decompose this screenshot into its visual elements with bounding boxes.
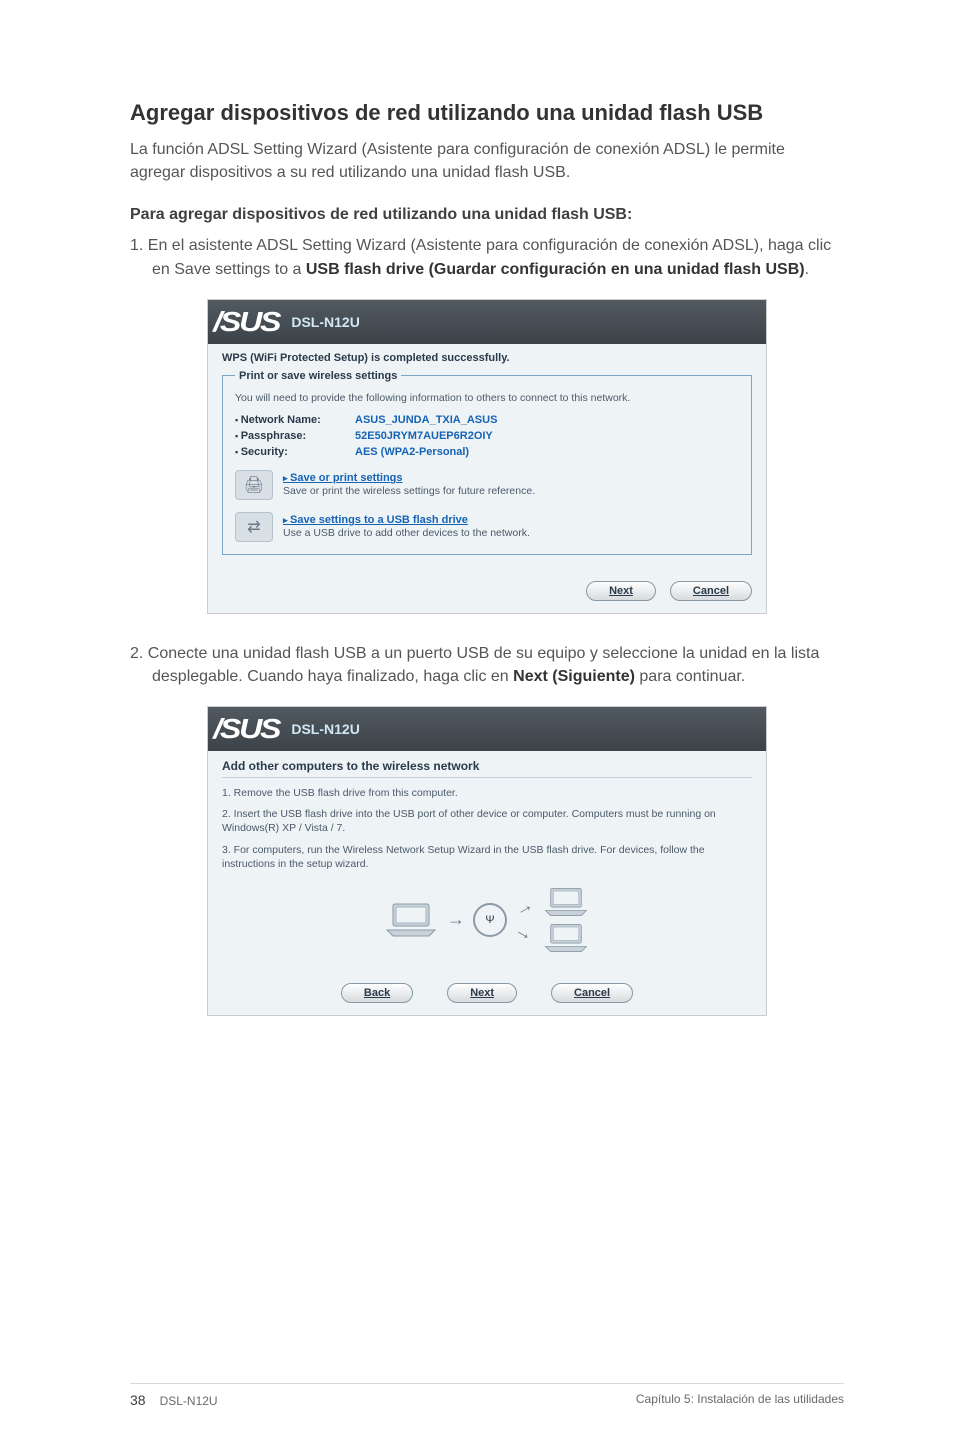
shot1-model: DSL-N12U bbox=[291, 314, 359, 330]
shot1-footer: Next Cancel bbox=[208, 573, 766, 613]
row-passphrase: Passphrase: 52E50JRYM7AUEP6R2OIY bbox=[235, 430, 739, 442]
back-button[interactable]: Back bbox=[341, 983, 413, 1003]
desc-save-print: Save or print the wireless settings for … bbox=[283, 485, 535, 497]
step-2-suffix: para continuar. bbox=[635, 668, 745, 685]
label-security: Security: bbox=[235, 446, 355, 458]
label-network-name: Network Name: bbox=[235, 414, 355, 426]
shot2-model: DSL-N12U bbox=[291, 721, 359, 737]
panel-title: Add other computers to the wireless netw… bbox=[222, 759, 752, 778]
asus-logo-icon: /SUS bbox=[213, 713, 286, 745]
step-1-suffix: . bbox=[805, 261, 809, 278]
page-footer: 38 DSL-N12U Capítulo 5: Instalación de l… bbox=[130, 1383, 844, 1408]
value-passphrase: 52E50JRYM7AUEP6R2OIY bbox=[355, 430, 493, 442]
section-title: Agregar dispositivos de red utilizando u… bbox=[130, 100, 844, 126]
fieldset-legend: Print or save wireless settings bbox=[235, 370, 401, 382]
shot2-footer: Back Next Cancel bbox=[208, 975, 766, 1015]
row-security: Security: AES (WPA2-Personal) bbox=[235, 446, 739, 458]
page-number: 38 bbox=[130, 1392, 146, 1408]
usb-circle-icon: Ψ bbox=[473, 903, 507, 937]
laptop-icon bbox=[383, 900, 439, 940]
shot2-step3: 3. For computers, run the Wireless Netwo… bbox=[222, 843, 752, 871]
shot2-step2: 2. Insert the USB flash drive into the U… bbox=[222, 807, 752, 835]
footer-chapter: Capítulo 5: Instalación de las utilidade… bbox=[636, 1392, 844, 1408]
row-network-name: Network Name: ASUS_JUNDA_TXIA_ASUS bbox=[235, 414, 739, 426]
shot1-header: /SUS DSL-N12U bbox=[208, 300, 766, 344]
usb-trident-icon: Ψ bbox=[485, 914, 494, 926]
step-2: 2. Conecte una unidad flash USB a un pue… bbox=[130, 642, 844, 688]
arrow-down-right-icon: → bbox=[511, 919, 537, 946]
usb-icon: ⇄ bbox=[235, 512, 273, 542]
next-button[interactable]: Next bbox=[586, 581, 656, 601]
footer-model: DSL-N12U bbox=[160, 1394, 218, 1408]
link-save-usb[interactable]: Save settings to a USB flash drive bbox=[283, 514, 530, 526]
value-network-name: ASUS_JUNDA_TXIA_ASUS bbox=[355, 414, 497, 426]
shot2-header: /SUS DSL-N12U bbox=[208, 707, 766, 751]
link-save-print[interactable]: Save or print settings bbox=[283, 472, 535, 484]
printer-icon: 🖨 bbox=[235, 470, 273, 500]
asus-logo-icon: /SUS bbox=[213, 306, 286, 338]
usb-flow-diagram: → Ψ → → bbox=[222, 885, 752, 955]
step-1: 1. En el asistente ADSL Setting Wizard (… bbox=[130, 234, 844, 280]
value-security: AES (WPA2-Personal) bbox=[355, 446, 469, 458]
cancel-button[interactable]: Cancel bbox=[551, 983, 633, 1003]
shot2-body: Add other computers to the wireless netw… bbox=[208, 751, 766, 975]
laptop-stack bbox=[541, 885, 591, 955]
desc-save-usb: Use a USB drive to add other devices to … bbox=[283, 527, 530, 539]
shot1-body: WPS (WiFi Protected Setup) is completed … bbox=[208, 344, 766, 573]
arrow-fork: → → bbox=[515, 897, 533, 943]
arrow-up-right-icon: → bbox=[511, 894, 537, 921]
wps-success-message: WPS (WiFi Protected Setup) is completed … bbox=[222, 352, 752, 364]
fieldset-note: You will need to provide the following i… bbox=[235, 392, 739, 404]
option-save-print: 🖨 Save or print settings Save or print t… bbox=[235, 470, 739, 500]
step-2-bold: Next (Siguiente) bbox=[513, 668, 635, 685]
cancel-button[interactable]: Cancel bbox=[670, 581, 752, 601]
print-save-fieldset: Print or save wireless settings You will… bbox=[222, 370, 752, 555]
procedure-heading: Para agregar dispositivos de red utiliza… bbox=[130, 206, 844, 224]
screenshot-add-computers: /SUS DSL-N12U Add other computers to the… bbox=[207, 706, 767, 1016]
shot2-step1: 1. Remove the USB flash drive from this … bbox=[222, 786, 752, 800]
step-1-bold: USB flash drive (Guardar configuración e… bbox=[306, 261, 805, 278]
option-save-usb: ⇄ Save settings to a USB flash drive Use… bbox=[235, 512, 739, 542]
arrow-right-icon: → bbox=[447, 909, 465, 930]
laptop-icon bbox=[541, 885, 591, 919]
intro-paragraph: La función ADSL Setting Wizard (Asistent… bbox=[130, 138, 844, 184]
next-button[interactable]: Next bbox=[447, 983, 517, 1003]
label-passphrase: Passphrase: bbox=[235, 430, 355, 442]
screenshot-wps-success: /SUS DSL-N12U WPS (WiFi Protected Setup)… bbox=[207, 299, 767, 614]
laptop-icon bbox=[541, 921, 591, 955]
